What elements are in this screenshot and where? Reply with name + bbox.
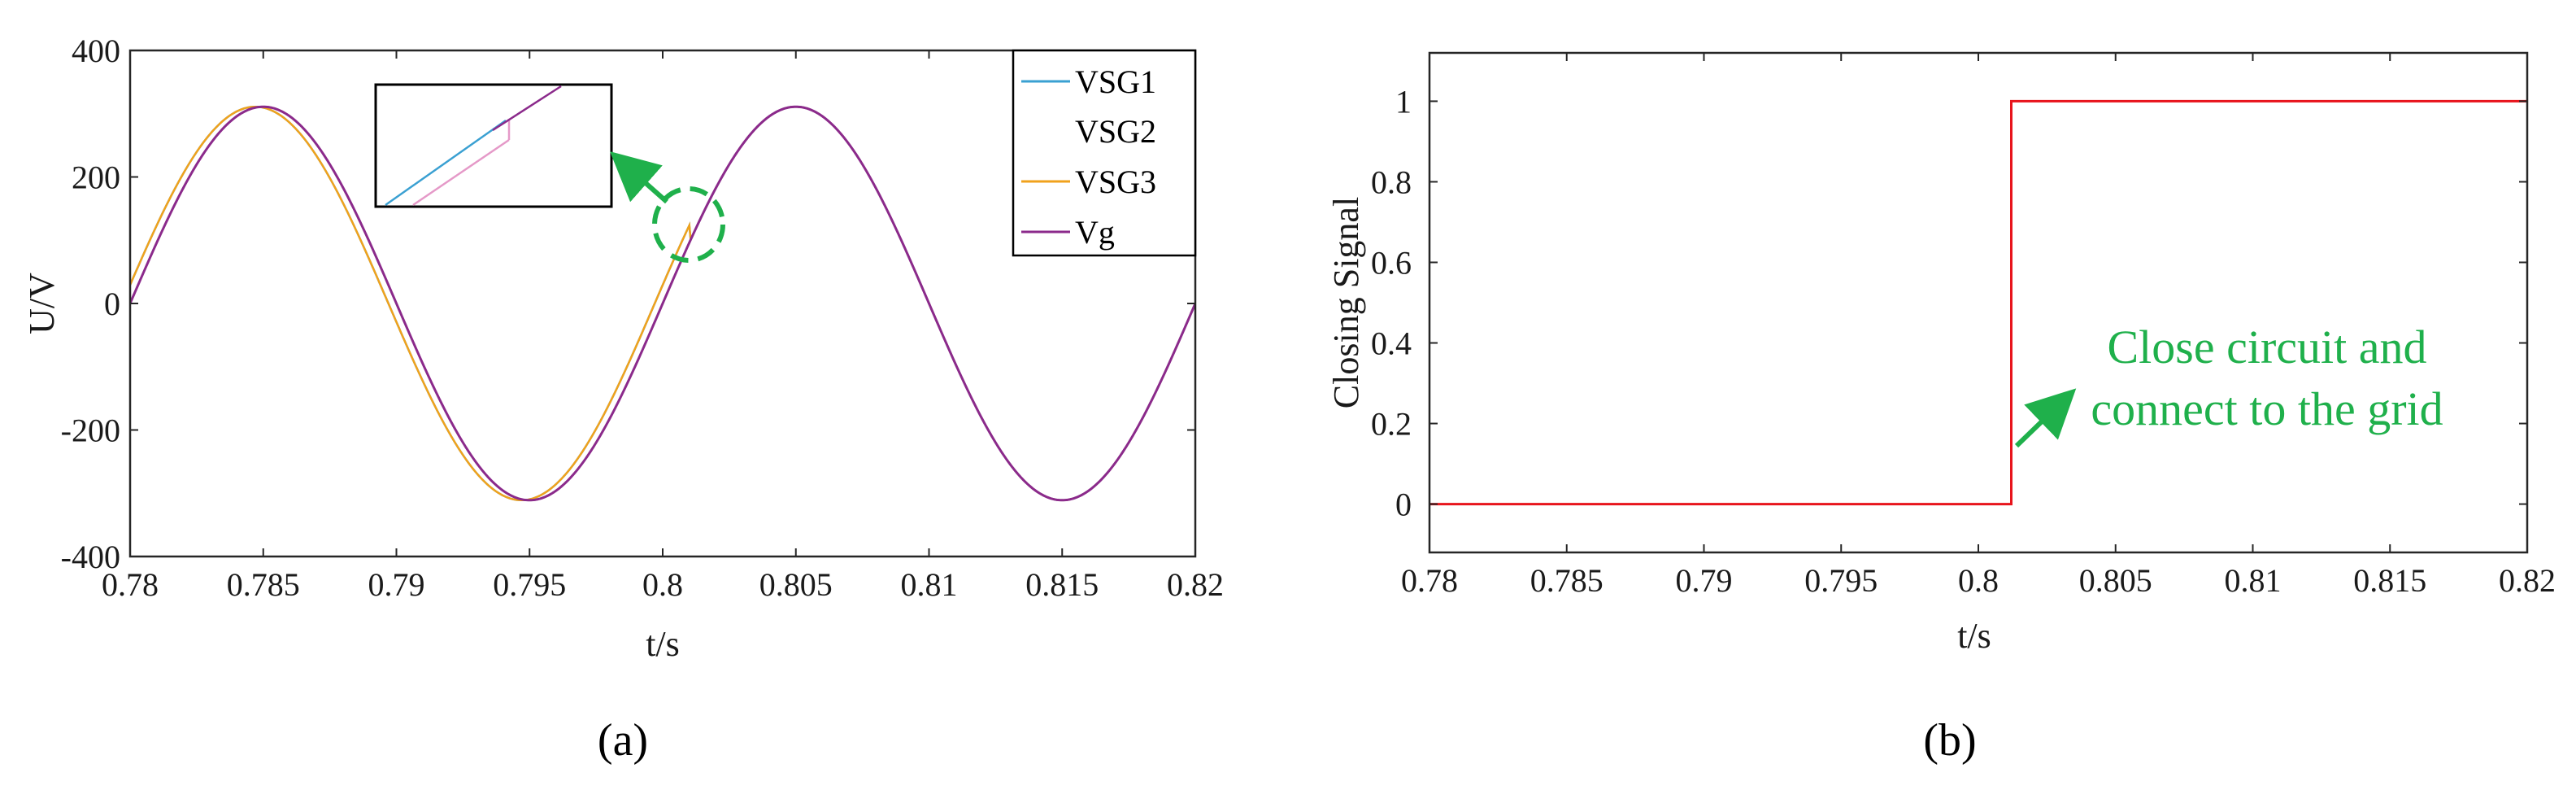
panel-b-annotation-line1: Close circuit and [2107,321,2426,373]
panel-a-xtick-label: 0.785 [227,566,300,603]
series-vg-line [130,105,1195,502]
inset-vg-line [492,85,562,132]
panel-b-xlabel: t/s [1957,616,1991,656]
panel-a-ytick-label: 0 [104,286,120,322]
panel-b-annotation-line2: connect to the grid [2091,382,2443,435]
panel-a-ytick-label: 400 [72,33,120,69]
panel-b-caption: (b) [1923,715,1976,766]
panel-a-caption: (a) [598,715,648,766]
panel-a-xtick-label: 0.815 [1025,566,1099,603]
panel-a-ytick-label: -400 [61,539,120,575]
panel-b-annotation-arrow [2014,388,2077,448]
panel-a-ytick-label: -200 [61,412,120,449]
series-closing-signal-line [1429,99,2527,506]
panel-a-legend: VSG1 VSG2 VSG3 Vg [1012,49,1197,257]
panel-b-ytick-label: 1 [1395,83,1412,120]
panel-b-xtick-label: 0.78 [1401,562,1458,599]
panel-b-plot-frame [1428,51,2529,554]
panel-a-xtick-label: 0.81 [901,566,958,603]
inset-vsg3-line [412,138,510,207]
panel-b-ylabel: Closing Signal [1326,197,1366,408]
panel-a-ytick-label: 200 [72,159,120,196]
panel-b-ytick-label: 0.4 [1371,325,1412,362]
panel-b-xtick-label: 0.8 [1958,562,1999,599]
panel-b-xtick-label: 0.815 [2353,562,2426,599]
legend-label-vsg1: VSG1 [1075,63,1156,100]
panel-b-xtick-label: 0.82 [2499,562,2556,599]
panel-b-xtick-label: 0.805 [2079,562,2152,599]
panel-a-xtick-label: 0.795 [493,566,566,603]
panel-b-xtick-label: 0.795 [1804,562,1878,599]
panel-a-highlight-circle [652,186,725,263]
panel-a-xtick-label: 0.79 [368,566,425,603]
legend-label-vsg2: VSG2 [1075,113,1156,150]
panel-b-ytick-label: 0 [1395,487,1412,523]
inset-vsg1-line [385,119,507,207]
panel-a-xtick-label: 0.82 [1167,566,1224,603]
panel-b-xtick-label: 0.81 [2225,562,2282,599]
panel-a-zoom-inset [374,83,613,208]
panel-a-xtick-label: 0.805 [759,566,833,603]
legend-label-vsg3: VSG3 [1075,164,1156,200]
legend-label-vg: Vg [1075,214,1115,251]
panel-b-xtick-label: 0.79 [1676,562,1733,599]
panel-a-ylabel: U/V [22,273,62,334]
panel-a-highlight-arrow [610,151,668,204]
panel-a-voltage-chart: 0.78 0.785 0.79 0.795 0.8 0.805 0.81 0.815 0.82 4… [22,33,1224,766]
panel-b-ytick-label: 0.8 [1371,164,1412,200]
panel-a-xtick-label: 0.8 [642,566,683,603]
panel-b-ytick-label: 0.6 [1371,244,1412,281]
panel-a-xlabel: t/s [646,624,680,664]
panel-b-ytick-label: 0.2 [1371,406,1412,443]
panel-a-xtick-label: 0.78 [102,566,159,603]
panel-b-closing-signal-chart: 0.78 0.785 0.79 0.795 0.8 0.805 0.81 0.815 0.82 1… [1326,51,2556,766]
panel-b-xtick-label: 0.785 [1530,562,1603,599]
